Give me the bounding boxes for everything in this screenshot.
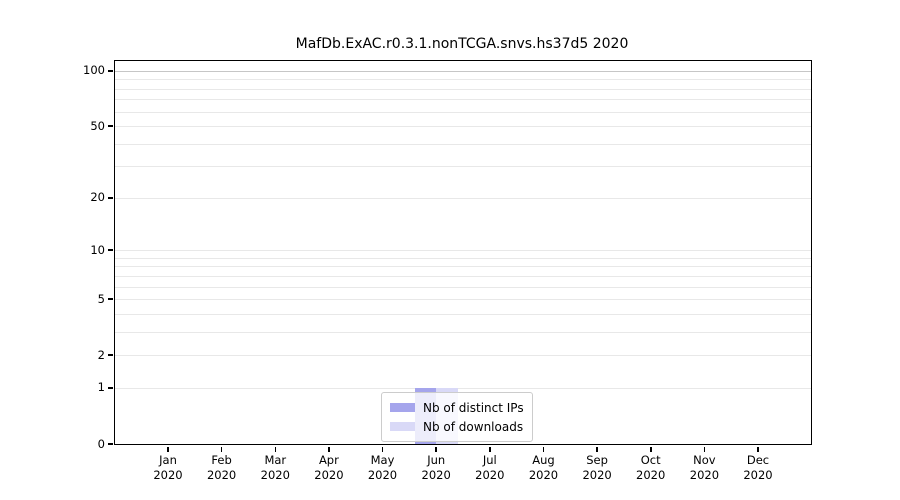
x-tick-label-line: Aug — [532, 453, 555, 467]
y-tick-mark — [108, 354, 113, 356]
gridline — [115, 197, 811, 199]
x-tick-label-line: 2020 — [582, 468, 612, 482]
x-tick-label-line: 2020 — [153, 468, 183, 482]
x-tick-label: May 2020 — [343, 453, 423, 483]
legend: Nb of distinct IPs Nb of downloads — [381, 392, 533, 442]
x-tick-label: Sep 2020 — [557, 453, 637, 483]
y-tick-mark — [108, 298, 113, 300]
gridline — [115, 166, 811, 168]
x-tick-label: Jun 2020 — [396, 453, 476, 483]
gridline — [115, 70, 811, 72]
x-tick-mark — [489, 447, 491, 452]
y-tick-label: 2 — [97, 347, 105, 362]
y-tick-label: 10 — [90, 242, 105, 257]
x-tick-label-line: May — [370, 453, 395, 467]
x-tick-label-line: Dec — [746, 453, 770, 467]
y-tick-mark — [108, 70, 113, 72]
x-tick-mark — [757, 447, 759, 452]
gridline — [115, 275, 811, 277]
x-tick-label: Feb 2020 — [182, 453, 262, 483]
x-tick-label-line: 2020 — [475, 468, 505, 482]
y-tick-label: 0 — [97, 436, 105, 451]
x-tick-label-line: Jan — [159, 453, 177, 467]
x-tick-label-line: Nov — [693, 453, 716, 467]
x-tick-mark — [542, 447, 545, 452]
x-tick-mark — [703, 447, 706, 452]
x-tick-label: Oct 2020 — [611, 453, 691, 483]
plot-area: 0 1 2 5 10 20 50 100 Jan 2020 Feb 2020 Mar 2020 Apr 20… — [83, 60, 812, 482]
gridline — [115, 299, 811, 301]
x-tick-mark — [381, 447, 384, 452]
x-tick-mark — [220, 447, 223, 452]
y-tick-label: 20 — [90, 190, 105, 205]
y-tick-label: 1 — [97, 380, 105, 395]
x-tick-label-line: 2020 — [206, 468, 237, 482]
x-tick-label: Mar 2020 — [235, 453, 315, 483]
x-tick-mark — [435, 447, 437, 452]
y-tick-label: 50 — [90, 118, 105, 133]
gridline — [115, 126, 811, 127]
x-tick-label-line: 2020 — [743, 468, 773, 482]
x-tick-label-line: 2020 — [314, 468, 344, 482]
x-tick-label: Dec 2020 — [718, 453, 798, 483]
x-tick-label-line: Oct — [640, 453, 661, 467]
legend-label-distinct-ips: Nb of distinct IPs — [423, 400, 524, 415]
x-tick-label-line: 2020 — [260, 468, 290, 482]
x-tick-label-line: Apr — [318, 453, 339, 467]
x-tick-label: Apr 2020 — [289, 453, 369, 483]
x-tick-label: Aug 2020 — [504, 453, 584, 483]
legend-label-downloads: Nb of downloads — [423, 419, 524, 434]
x-tick-mark — [274, 447, 276, 452]
x-tick-label-line: 2020 — [528, 468, 559, 482]
legend-swatch-distinct-ips — [390, 403, 415, 412]
y-tick-mark — [108, 197, 113, 199]
x-tick-label-line: Jul — [482, 453, 497, 467]
x-tick-label-line: 2020 — [367, 468, 398, 482]
x-tick-label-line: 2020 — [636, 468, 666, 482]
gridline — [115, 331, 811, 333]
x-tick-label-line: 2020 — [421, 468, 451, 482]
y-tick-mark — [108, 125, 113, 127]
x-tick-label-line: 2020 — [689, 468, 720, 482]
y-tick-mark — [108, 387, 113, 389]
y-tick-mark — [108, 249, 113, 251]
legend-item-downloads: Nb of downloads — [390, 417, 524, 436]
x-tick-label: Jan 2020 — [128, 453, 208, 483]
x-tick-mark — [167, 447, 169, 452]
x-tick-mark — [650, 447, 652, 452]
gridline — [115, 99, 811, 101]
x-tick-label: Jul 2020 — [450, 453, 530, 483]
x-tick-label: Nov 2020 — [664, 453, 744, 483]
legend-item-distinct-ips: Nb of distinct IPs — [390, 398, 524, 417]
gridline — [115, 387, 811, 389]
gridline — [115, 88, 811, 90]
gridline — [115, 313, 811, 315]
x-tick-mark — [596, 447, 598, 452]
gridline — [115, 286, 811, 288]
gridline — [115, 79, 811, 81]
y-tick-label: 100 — [83, 63, 105, 78]
legend-swatch-downloads — [390, 422, 415, 431]
plot-canvas — [115, 61, 811, 444]
gridline — [115, 250, 811, 252]
chart-title: MafDb.ExAC.r0.3.1.nonTCGA.snvs.hs37d5 20… — [295, 36, 629, 52]
gridline — [115, 143, 811, 145]
x-tick-label-line: Mar — [264, 453, 287, 467]
gridline — [115, 355, 811, 357]
x-tick-mark — [328, 447, 330, 452]
gridline — [115, 257, 811, 259]
gridline — [115, 111, 811, 113]
x-tick-label-line: Jun — [427, 453, 446, 467]
y-tick-mark — [108, 443, 113, 445]
x-tick-label-line: Feb — [211, 453, 232, 467]
y-tick-label: 5 — [97, 291, 105, 306]
x-tick-label-line: Sep — [586, 453, 608, 467]
gridline — [115, 266, 811, 268]
